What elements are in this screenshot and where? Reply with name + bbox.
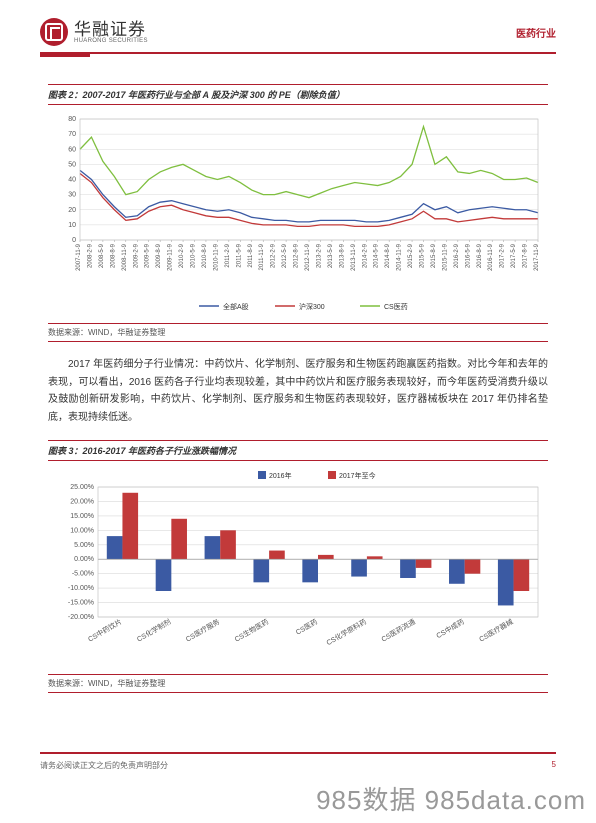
svg-text:20: 20 (68, 207, 76, 214)
svg-text:CS化学制剂: CS化学制剂 (135, 617, 172, 644)
footer-disclaimer: 请务必阅读正文之后的免责声明部分 (40, 760, 168, 771)
svg-text:CS医疗服务: CS医疗服务 (184, 617, 221, 644)
brand-name-en: HUARONG SECURITIES (74, 38, 148, 44)
svg-text:2008-8-9: 2008-8-9 (110, 243, 116, 268)
svg-text:2011-2-9: 2011-2-9 (225, 243, 231, 267)
page-content: 图表 2：2007-2017 年医药行业与全部 A 股及沪深 300 的 PE（… (0, 54, 596, 693)
svg-text:CS医药流通: CS医药流通 (380, 617, 417, 644)
svg-text:2017-8-9: 2017-8-9 (523, 243, 529, 268)
chart2-line-chart: 0 10 20 30 40 50 60 70 80 2007-11-9 2008-2-9 2008-5… (48, 111, 548, 319)
svg-text:30: 30 (68, 192, 76, 199)
svg-text:10: 10 (68, 222, 76, 229)
svg-text:2015-2-9: 2015-2-9 (408, 243, 414, 268)
svg-text:-20.00%: -20.00% (68, 614, 94, 621)
svg-text:CS中成药: CS中成药 (435, 617, 466, 640)
svg-text:2016-2-9: 2016-2-9 (454, 243, 460, 268)
watermark: 985数据 985data.com (316, 780, 586, 817)
svg-text:0: 0 (72, 237, 76, 244)
svg-text:CS医药: CS医药 (294, 617, 319, 637)
svg-text:2014-8-9: 2014-8-9 (385, 243, 391, 268)
svg-text:-5.00%: -5.00% (72, 571, 94, 578)
svg-text:2012-5-9: 2012-5-9 (282, 243, 288, 268)
svg-text:CS化学原料药: CS化学原料药 (325, 617, 368, 647)
svg-text:2017年至今: 2017年至今 (339, 471, 376, 480)
svg-text:-15.00%: -15.00% (68, 600, 94, 607)
svg-text:2010-11-9: 2010-11-9 (213, 243, 219, 271)
page-footer: 请务必阅读正文之后的免责声明部分 5 (40, 752, 556, 771)
svg-text:2011-11-9: 2011-11-9 (259, 243, 265, 270)
page-header: 华融证券 HUARONG SECURITIES 医药行业 (0, 0, 596, 52)
svg-text:CS医疗器械: CS医疗器械 (477, 617, 514, 644)
svg-text:2012-8-9: 2012-8-9 (294, 243, 300, 268)
svg-text:80: 80 (68, 116, 76, 123)
svg-text:2017-5-9: 2017-5-9 (511, 243, 517, 268)
footer-page-number: 5 (552, 760, 556, 771)
svg-text:2009-5-9: 2009-5-9 (145, 243, 151, 268)
svg-text:2016-8-9: 2016-8-9 (477, 243, 483, 268)
svg-text:0.00%: 0.00% (74, 556, 94, 563)
chart3-title: 图表 3：2016-2017 年医药各子行业涨跌幅情况 (48, 444, 548, 457)
svg-text:2015-11-9: 2015-11-9 (442, 243, 448, 271)
svg-text:2017-11-9: 2017-11-9 (534, 243, 540, 271)
svg-text:2013-5-9: 2013-5-9 (328, 243, 334, 268)
chart3-title-row: 图表 3：2016-2017 年医药各子行业涨跌幅情况 (48, 440, 548, 461)
svg-text:2010-2-9: 2010-2-9 (179, 243, 185, 268)
svg-text:-10.00%: -10.00% (68, 585, 94, 592)
svg-text:沪深300: 沪深300 (299, 302, 325, 311)
svg-text:CS生物医药: CS生物医药 (233, 617, 270, 644)
brand-block: 华融证券 HUARONG SECURITIES (40, 18, 148, 46)
svg-text:全部A股: 全部A股 (223, 302, 249, 311)
svg-text:2014-11-9: 2014-11-9 (397, 243, 403, 271)
svg-text:2008-2-9: 2008-2-9 (87, 243, 93, 268)
svg-text:50: 50 (68, 161, 76, 168)
svg-text:5.00%: 5.00% (74, 542, 94, 549)
svg-text:2013-8-9: 2013-8-9 (339, 243, 345, 268)
svg-text:2011-5-9: 2011-5-9 (236, 243, 242, 267)
chart2-title: 图表 2：2007-2017 年医药行业与全部 A 股及沪深 300 的 PE（… (48, 88, 548, 101)
svg-text:2015-5-9: 2015-5-9 (420, 243, 426, 268)
header-divider (40, 52, 556, 54)
svg-text:2017-2-9: 2017-2-9 (500, 243, 506, 268)
svg-text:40: 40 (68, 177, 76, 184)
svg-text:2008-5-9: 2008-5-9 (99, 243, 105, 268)
chart2-title-row: 图表 2：2007-2017 年医药行业与全部 A 股及沪深 300 的 PE（… (48, 84, 548, 105)
svg-text:2010-5-9: 2010-5-9 (191, 243, 197, 268)
svg-text:2007-11-9: 2007-11-9 (76, 243, 82, 271)
huarong-logo-icon (40, 18, 68, 46)
svg-text:25.00%: 25.00% (70, 484, 94, 491)
industry-label: 医药行业 (516, 25, 556, 40)
svg-text:15.00%: 15.00% (70, 513, 94, 520)
svg-text:2009-8-9: 2009-8-9 (156, 243, 162, 268)
brand-name-cn: 华融证券 (74, 21, 148, 38)
svg-text:2014-5-9: 2014-5-9 (374, 243, 380, 268)
svg-text:2011-8-9: 2011-8-9 (248, 243, 254, 267)
svg-text:2009-11-9: 2009-11-9 (168, 243, 174, 271)
chart3-source: 数据来源：WIND，华融证券整理 (48, 678, 548, 689)
svg-text:10.00%: 10.00% (70, 527, 94, 534)
svg-text:2013-2-9: 2013-2-9 (316, 243, 322, 268)
svg-text:2013-11-9: 2013-11-9 (351, 243, 357, 271)
svg-text:20.00%: 20.00% (70, 498, 94, 505)
svg-text:2009-2-9: 2009-2-9 (133, 243, 139, 268)
svg-text:2010-8-9: 2010-8-9 (202, 243, 208, 268)
svg-text:2016-11-9: 2016-11-9 (488, 243, 494, 271)
chart2-source: 数据来源：WIND，华融证券整理 (48, 327, 548, 338)
svg-text:60: 60 (68, 146, 76, 153)
svg-text:2015-8-9: 2015-8-9 (431, 243, 437, 268)
chart3-source-row: 数据来源：WIND，华融证券整理 (48, 674, 548, 693)
svg-text:2014-2-9: 2014-2-9 (362, 243, 368, 268)
svg-text:2012-2-9: 2012-2-9 (271, 243, 277, 268)
svg-text:70: 70 (68, 131, 76, 138)
svg-text:2008-11-9: 2008-11-9 (122, 243, 128, 271)
body-paragraph: 2017 年医药细分子行业情况：中药饮片、化学制剂、医疗服务和生物医药跑赢医药指… (48, 356, 548, 426)
chart2-source-row: 数据来源：WIND，华融证券整理 (48, 323, 548, 342)
chart3-bar-chart: -20.00% -15.00% -10.00% -5.00% 0.00% 5.00% 10.… (48, 467, 548, 670)
brand-text: 华融证券 HUARONG SECURITIES (74, 21, 148, 44)
svg-text:CS医药: CS医药 (384, 302, 408, 311)
svg-text:2012-11-9: 2012-11-9 (305, 243, 311, 271)
svg-text:2016年: 2016年 (269, 471, 292, 480)
svg-text:2016-5-9: 2016-5-9 (465, 243, 471, 268)
